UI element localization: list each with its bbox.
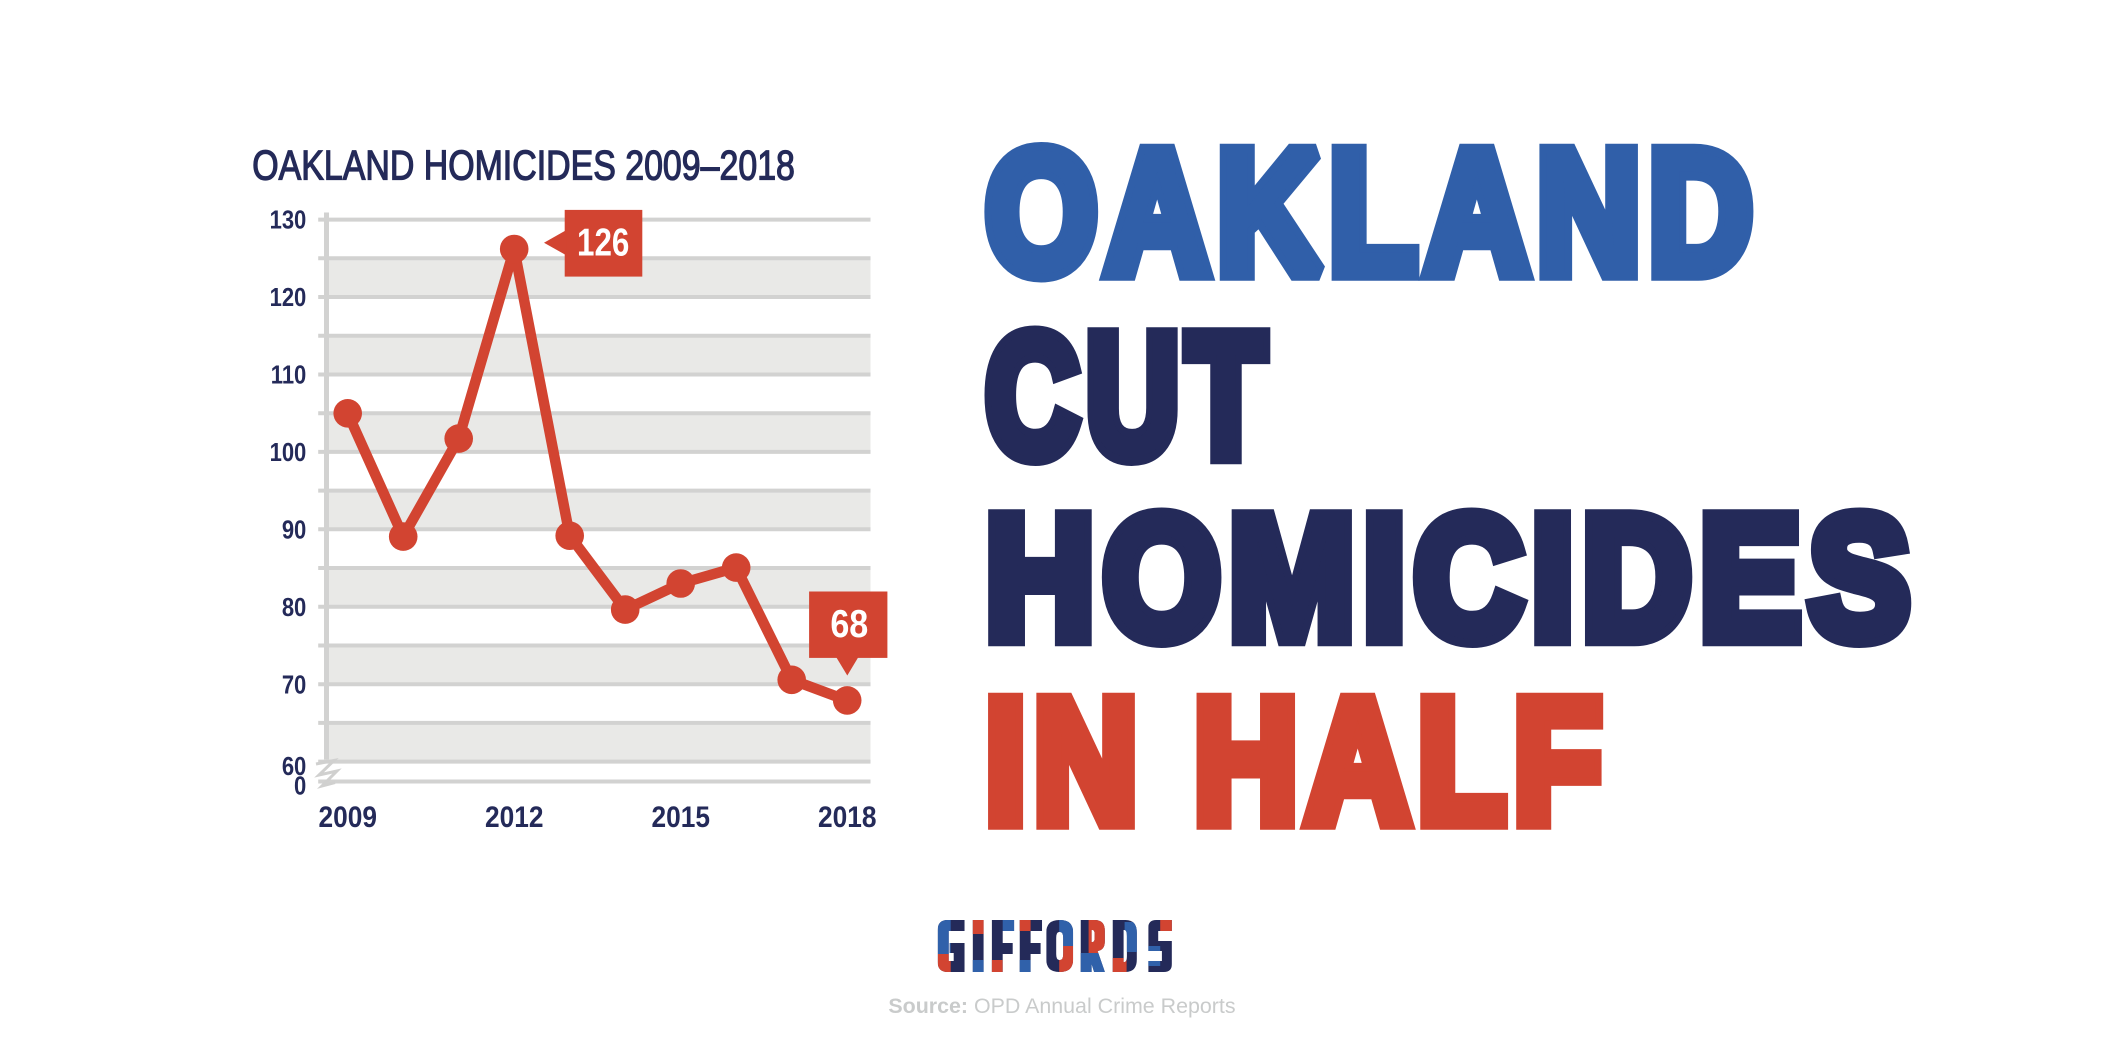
svg-text:OAKLAND: OAKLAND (986, 115, 1761, 309)
svg-text:110: 110 (271, 361, 307, 390)
svg-text:IN HALF: IN HALF (986, 664, 1610, 858)
svg-text:2018: 2018 (818, 801, 876, 834)
svg-text:CUT: CUT (986, 300, 1273, 493)
svg-text:0: 0 (294, 772, 306, 801)
svg-text:60: 60 (282, 753, 306, 782)
svg-text:2012: 2012 (485, 801, 543, 834)
svg-text:126: 126 (577, 222, 629, 265)
svg-text:68: 68 (830, 602, 868, 646)
svg-text:2015: 2015 (651, 801, 709, 834)
svg-text:120: 120 (270, 284, 307, 313)
svg-text:HOMICIDES: HOMICIDES (986, 481, 1919, 675)
svg-text:70: 70 (282, 671, 306, 700)
svg-text:Source: OPD Annual Crime Repor: Source: OPD Annual Crime Reports (888, 994, 1235, 1018)
svg-text:OAKLAND HOMICIDES 2009–2018: OAKLAND HOMICIDES 2009–2018 (252, 143, 795, 189)
svg-text:80: 80 (282, 593, 306, 622)
svg-text:90: 90 (282, 516, 306, 545)
svg-text:100: 100 (270, 438, 307, 467)
svg-text:2009: 2009 (318, 801, 376, 834)
svg-text:130: 130 (270, 206, 307, 235)
